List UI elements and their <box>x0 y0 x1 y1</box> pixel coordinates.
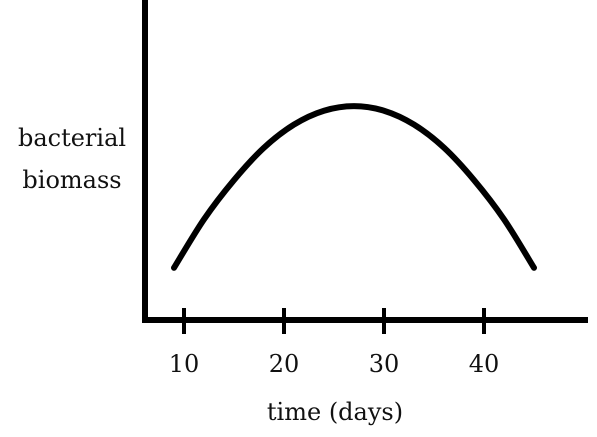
x-tick-label: 30 <box>369 350 400 378</box>
x-tick-label: 10 <box>169 350 200 378</box>
biomass-curve <box>171 103 537 271</box>
y-axis-label-line-1: bacterial <box>18 124 126 152</box>
x-tick-label: 40 <box>469 350 500 378</box>
x-tick-label: 20 <box>269 350 300 378</box>
y-axis-label-line-2: biomass <box>22 166 121 194</box>
x-ticks <box>182 308 486 334</box>
x-axis-label: time (days) <box>267 398 403 426</box>
x-tick-labels: 10 20 30 40 <box>169 350 500 378</box>
